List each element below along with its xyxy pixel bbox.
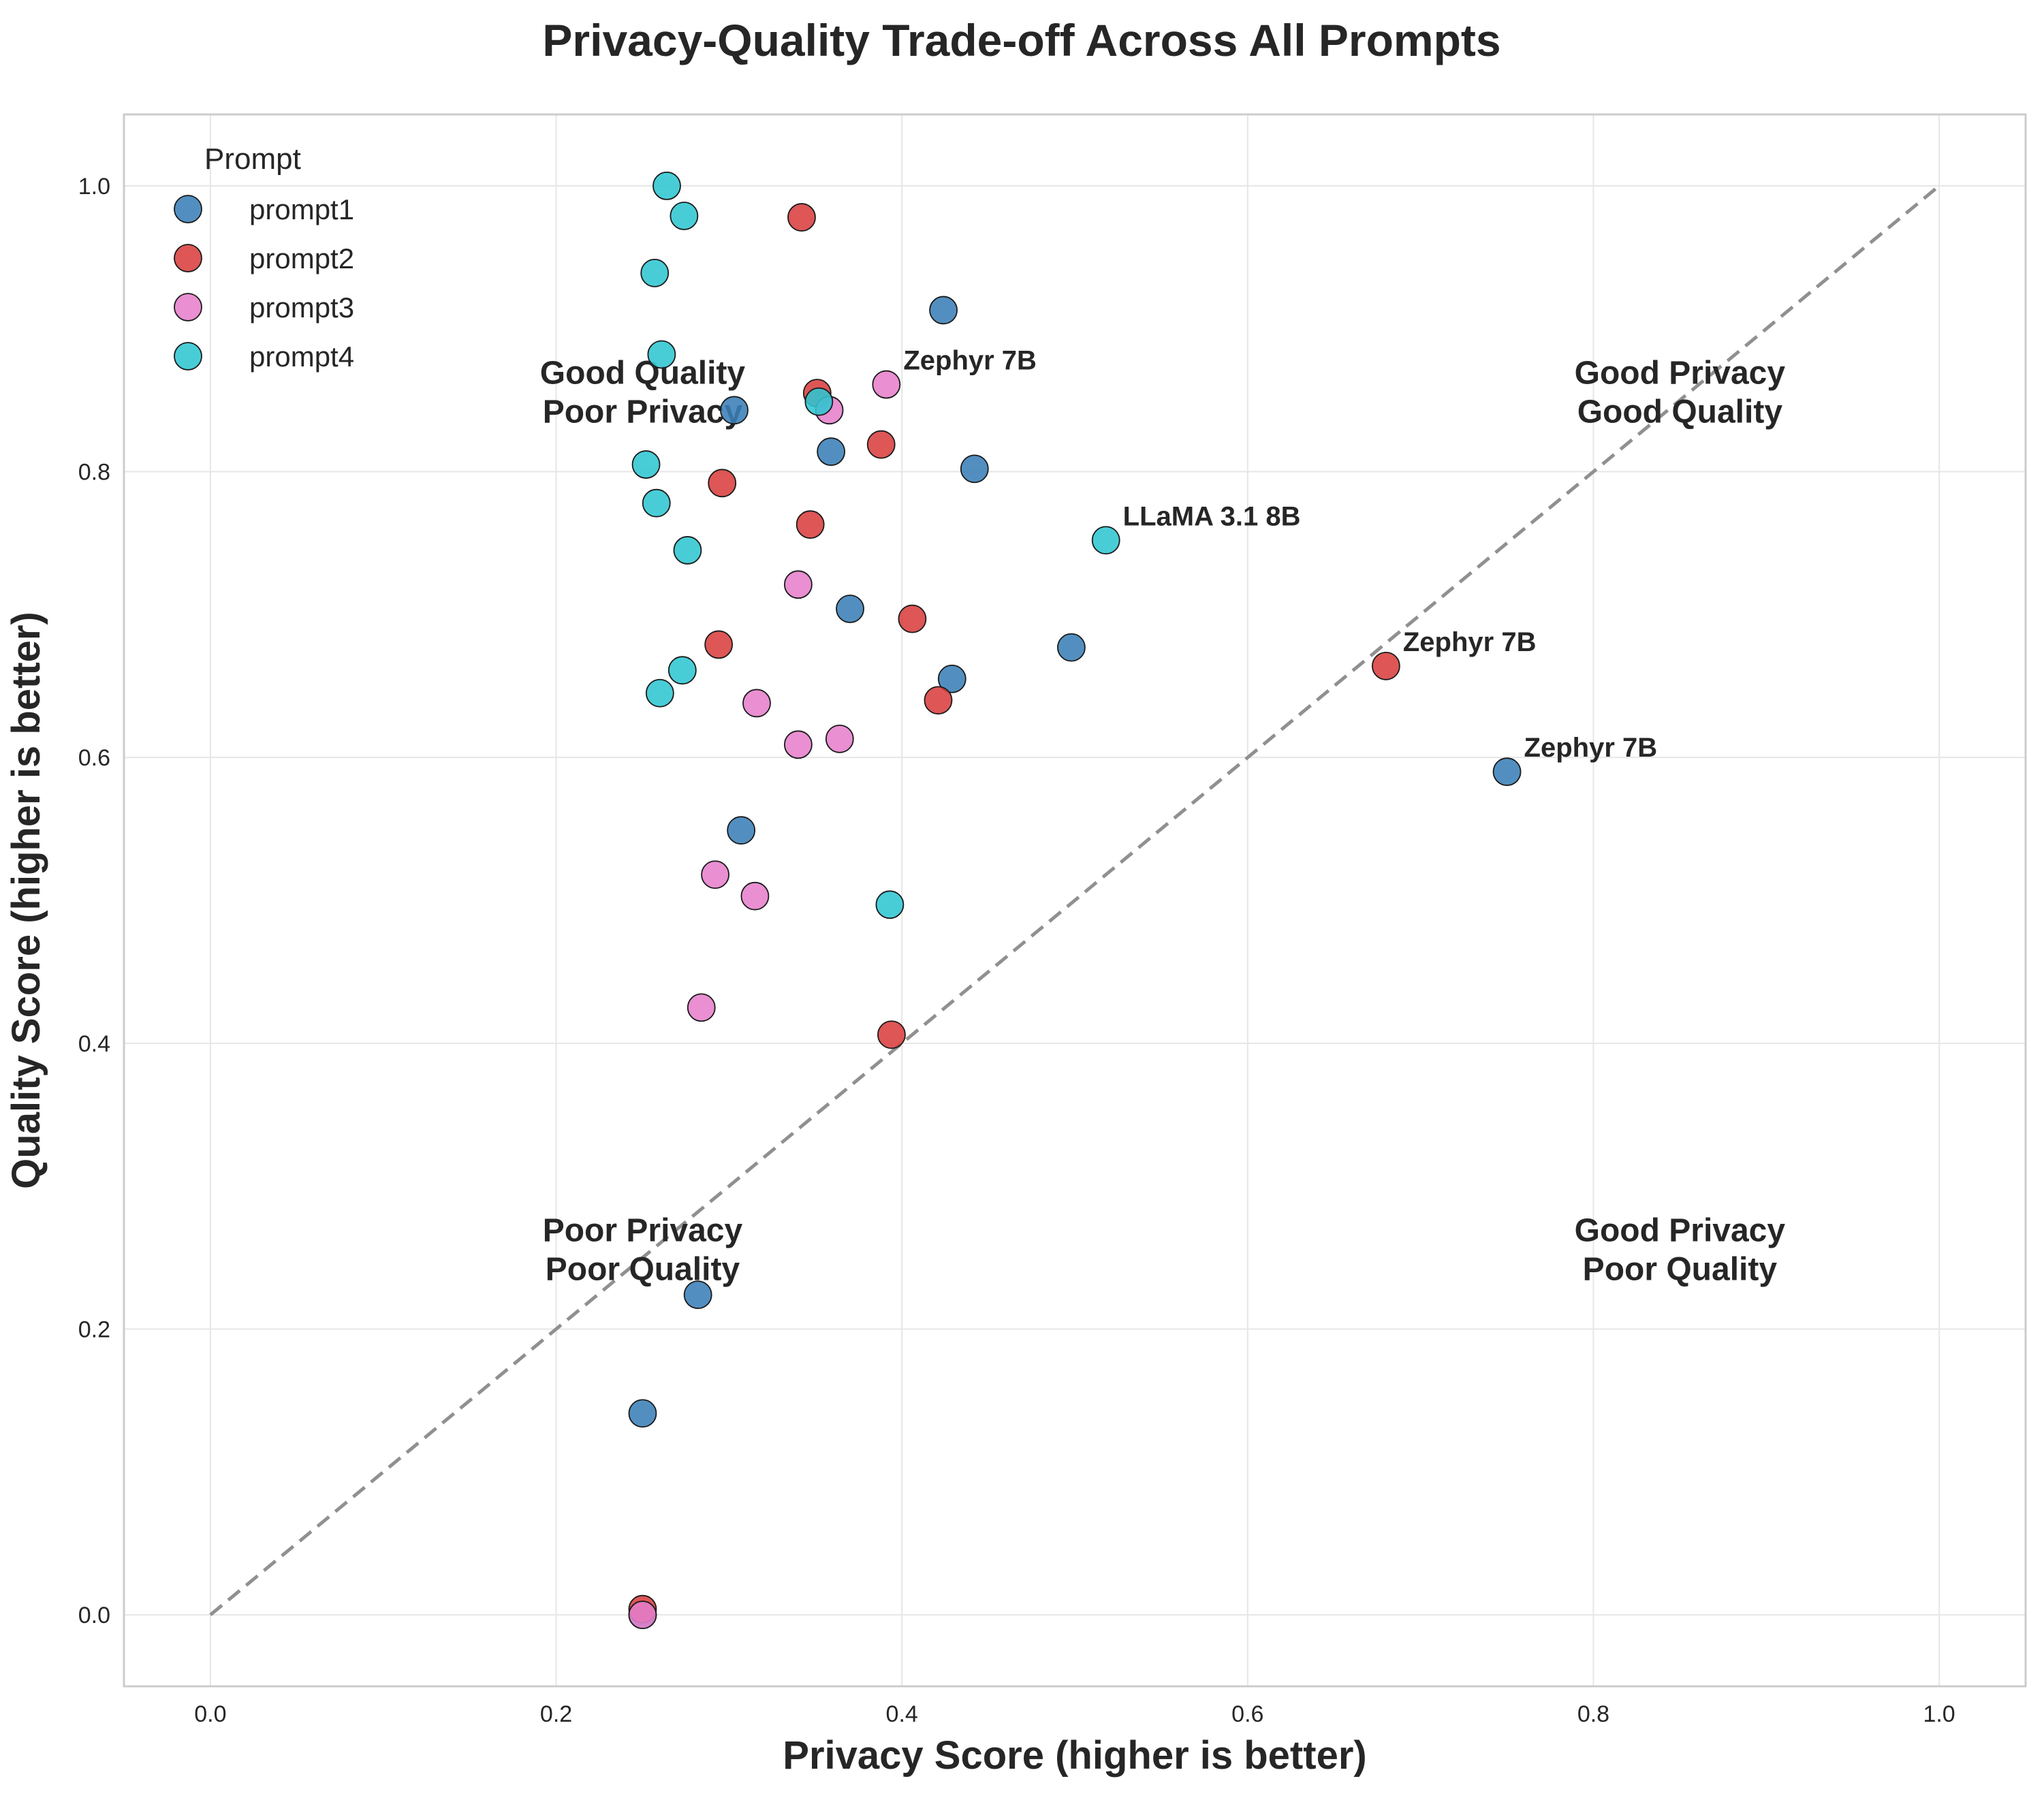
data-point-prompt3 [687,993,716,1022]
data-point-prompt3 [783,730,813,759]
data-point-prompt3 [825,725,854,753]
quadrant-label: Poor Privacy Poor Quality [543,1213,743,1288]
legend-items: prompt1 prompt2 prompt3 prompt4 [174,193,354,373]
data-point-prompt1 [836,595,864,623]
data-point-prompt4 [1091,526,1120,555]
x-tick-label: 0.2 [540,1701,572,1727]
data-point-prompt4 [640,258,670,287]
y-tick-label: 0.0 [78,1603,110,1628]
data-point-prompt4 [875,890,905,919]
data-point-prompt1 [937,664,966,693]
y-tick-label: 0.8 [78,460,110,486]
y-tick-label: 0.6 [78,745,110,771]
y-axis-label: Quality Score (higher is better) [4,612,48,1189]
data-point-prompt4 [673,536,702,565]
data-point-prompt2 [787,203,816,232]
quadrant-labels: Good Quality Poor Privacy Good Privacy Good… [540,356,1786,1288]
data-point-prompt2 [866,430,896,459]
x-tick-label: 1.0 [1923,1701,1955,1727]
data-point-prompt2 [796,510,825,539]
data-point-prompt2 [1371,651,1400,680]
plot-frame [123,113,2027,1688]
data-point-prompt1 [817,437,846,467]
reference-diagonal-line [209,184,1940,1617]
data-point-prompt1 [1057,633,1086,662]
legend-marker-prompt2 [174,244,202,272]
data-point-prompt3 [742,689,771,718]
x-tick-label: 0.6 [1231,1701,1263,1727]
quadrant-label: Good Privacy Good Quality [1575,356,1786,430]
data-point-prompt1 [929,296,958,325]
data-point-prompt1 [683,1280,712,1309]
legend-label-prompt4: prompt4 [249,341,354,373]
y-tick-label: 0.4 [78,1031,110,1057]
data-point-prompt4 [645,678,674,708]
point-annotation: Zephyr 7B [1403,627,1537,657]
legend-marker-prompt4 [174,342,202,370]
data-points [628,172,1522,1629]
legend-label-prompt2: prompt2 [249,242,354,274]
point-annotations: Zephyr 7B LLaMA 3.1 8B Zephyr 7B Zephyr 7B [903,346,1657,763]
quadrant-label: Good Quality Poor Privacy [540,356,746,430]
x-tick-label: 0.0 [194,1701,226,1727]
data-point-prompt3 [628,1600,657,1629]
data-point-prompt1 [960,454,989,484]
data-point-prompt4 [631,450,661,479]
data-point-prompt4 [670,202,699,230]
grid-lines [124,114,2026,1686]
data-point-prompt3 [740,881,770,911]
data-point-prompt1 [1492,757,1522,787]
data-point-prompt4 [642,488,671,518]
data-point-prompt2 [898,604,927,633]
data-point-prompt1 [727,816,756,845]
quadrant-label: Good Privacy Poor Quality [1575,1213,1786,1288]
point-annotation: Zephyr 7B [1524,733,1658,763]
y-axis-ticks: 0.0 0.2 0.4 0.6 0.8 1.0 [78,174,110,1628]
data-point-prompt2 [708,469,737,498]
data-point-prompt2 [877,1020,906,1050]
y-tick-label: 1.0 [78,174,110,200]
y-tick-label: 0.2 [78,1316,110,1342]
data-point-prompt2 [704,630,734,659]
data-point-prompt1 [720,396,749,425]
point-annotation: LLaMA 3.1 8B [1123,501,1301,531]
data-point-prompt4 [652,172,681,200]
data-point-prompt2 [924,686,953,715]
legend-label-prompt1: prompt1 [249,193,354,225]
data-point-prompt3 [783,570,813,599]
legend-marker-prompt1 [174,195,202,223]
data-point-prompt1 [628,1399,657,1428]
x-axis-ticks: 0.0 0.2 0.4 0.6 0.8 1.0 [194,1701,1955,1727]
legend: Prompt prompt1 prompt2 prompt3 prompt4 [174,142,354,373]
legend-title: Prompt [204,142,301,176]
data-point-prompt3 [701,860,729,889]
data-point-prompt3 [872,370,901,399]
legend-label-prompt3: prompt3 [249,291,354,324]
legend-marker-prompt3 [174,293,202,321]
x-tick-label: 0.8 [1577,1701,1609,1727]
data-point-prompt4 [667,656,697,685]
chart-title: Privacy-Quality Trade-off Across All Pro… [542,15,1500,65]
data-point-prompt4 [804,387,834,416]
x-tick-label: 0.4 [886,1701,918,1727]
x-axis-label: Privacy Score (higher is better) [783,1733,1366,1778]
point-annotation: Zephyr 7B [903,346,1037,376]
data-point-prompt4 [647,340,676,369]
